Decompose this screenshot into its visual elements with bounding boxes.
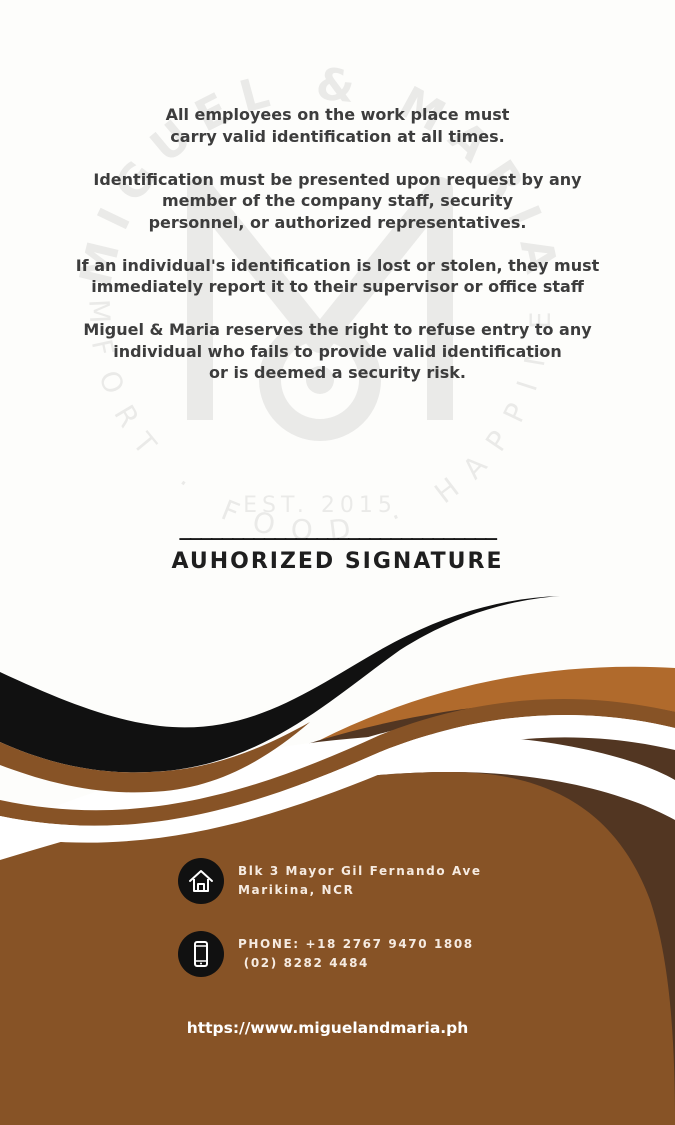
house-icon	[178, 858, 224, 904]
watermark-logo: MIGUEL & MARIA COMFORT · FOOD · HAPPINES…	[50, 40, 555, 548]
policy-paragraph-4: Miguel & Maria reserves the right to ref…	[83, 320, 592, 382]
policy-text: All employees on the work place must car…	[0, 104, 675, 405]
address-text: Blk 3 Mayor Gil Fernando Ave Marikina, N…	[238, 864, 482, 897]
policy-paragraph-1: All employees on the work place must car…	[165, 105, 510, 146]
signature-line: ______________________________	[179, 516, 497, 540]
signature-label: AUHORIZED SIGNATURE	[171, 549, 504, 574]
policy-paragraph-2: Identification must be presented upon re…	[93, 169, 582, 232]
phone-contact: PHONE: +18 2767 9470 1808 (02) 8282 4484	[178, 931, 474, 977]
phone-text: PHONE: +18 2767 9470 1808 (02) 8282 4484	[238, 937, 474, 970]
footer-waves	[0, 596, 675, 1125]
website-link[interactable]: https://www.miguelandmaria.ph	[186, 1019, 469, 1037]
address-contact: Blk 3 Mayor Gil Fernando Ave Marikina, N…	[178, 858, 482, 904]
watermark-est: EST. 2015	[243, 493, 397, 518]
mobile-phone-icon	[178, 931, 224, 977]
policy-paragraph-3: If an individual's identification is los…	[75, 255, 600, 297]
